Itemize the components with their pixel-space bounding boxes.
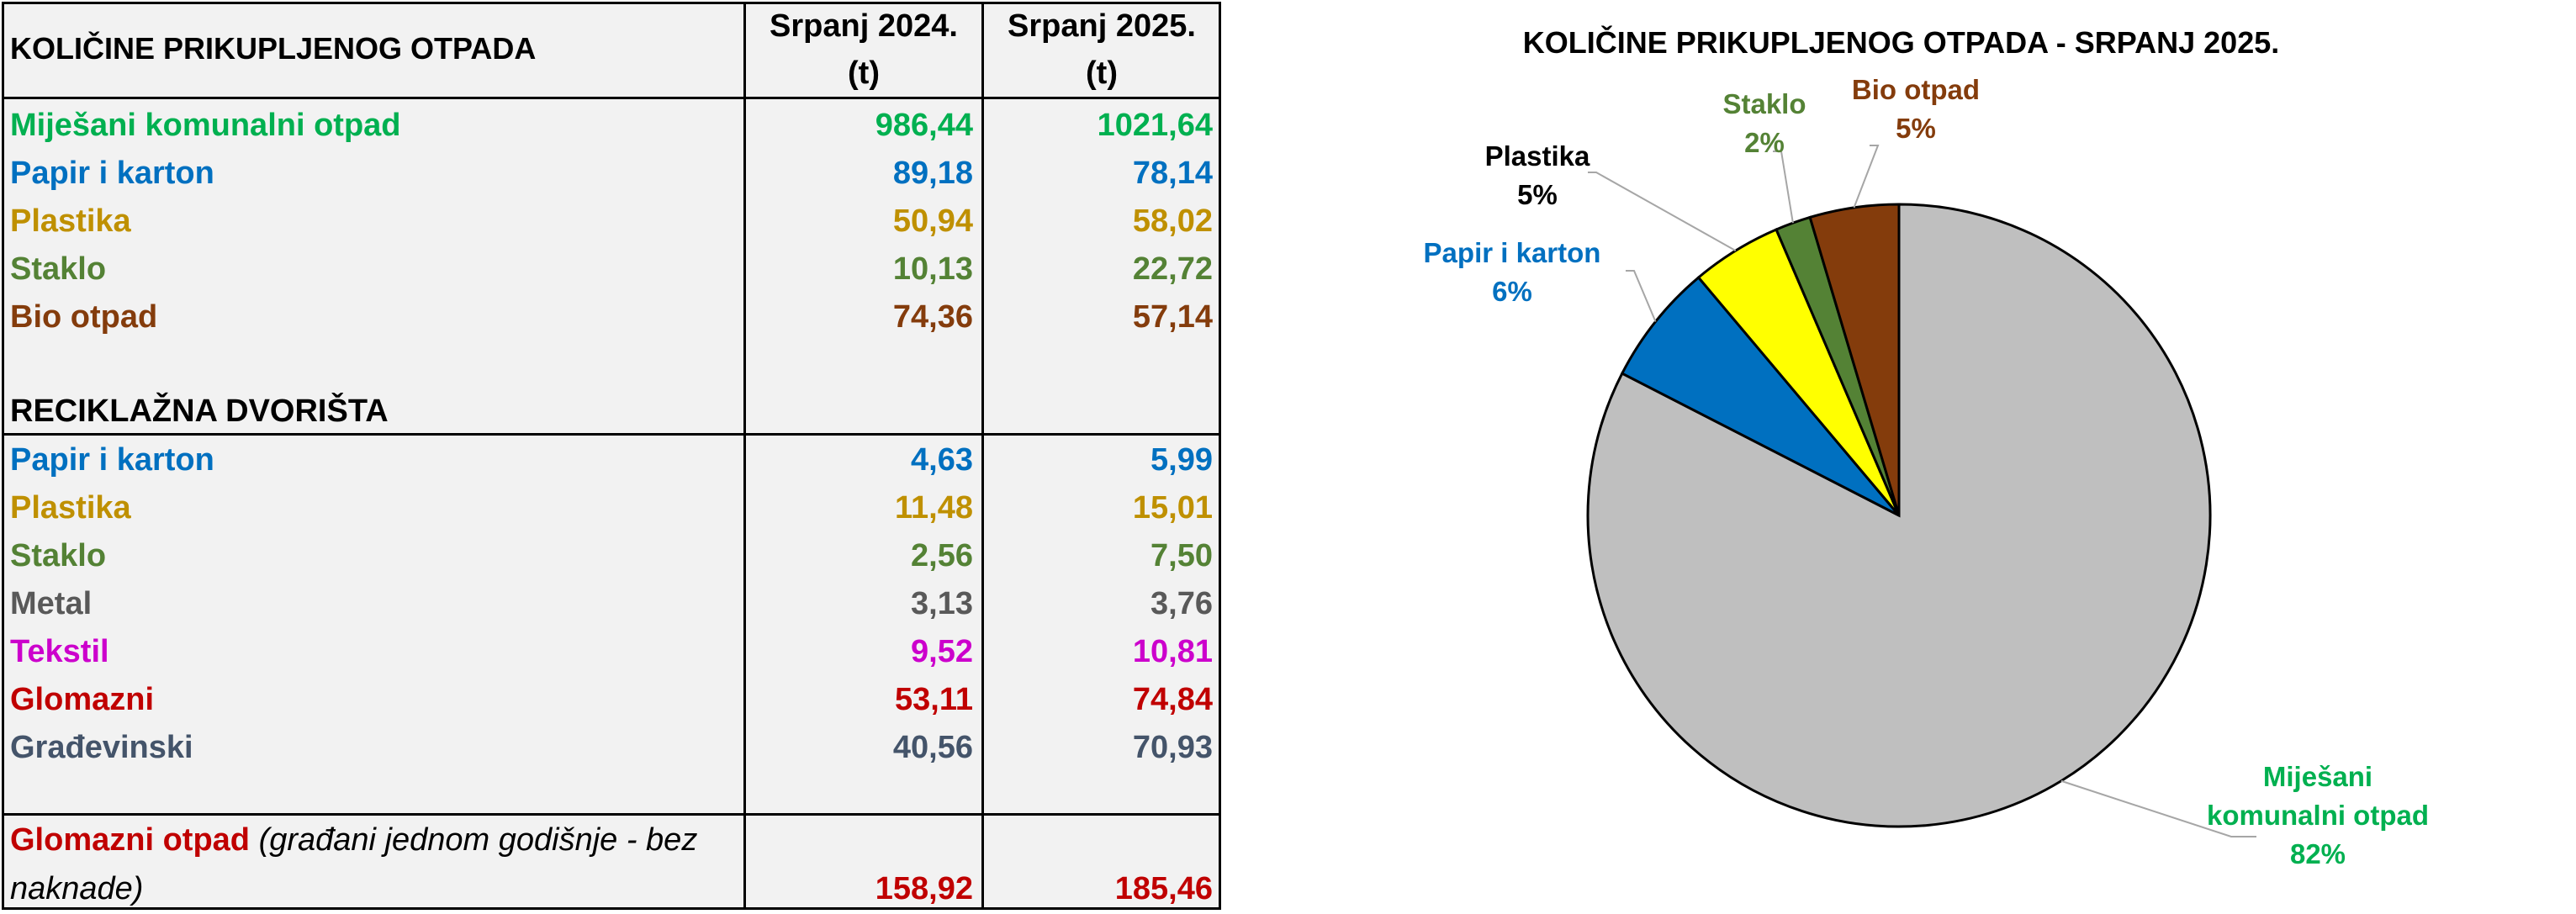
pie-data-label: Papir i karton 6% xyxy=(1424,237,1601,307)
row-value-2024: 89,18 xyxy=(892,156,973,191)
row-value-2024: 4,63 xyxy=(911,442,973,478)
row-value-2025: 57,14 xyxy=(1132,299,1213,335)
row-label: Papir i karton xyxy=(10,442,214,478)
row-value-2024: 74,36 xyxy=(892,299,973,335)
pie-slice xyxy=(1586,203,2212,828)
pie-leader-line xyxy=(1626,270,1657,322)
row-label: Staklo xyxy=(10,538,107,573)
row-label: Bio otpad xyxy=(10,299,158,335)
pie-leader-line xyxy=(1853,145,1880,209)
table-column-divider xyxy=(981,4,984,907)
row-value-2024: 53,11 xyxy=(895,682,973,717)
row-label: Papir i karton xyxy=(10,156,214,191)
column-header-2025-line1: Srpanj 2025. xyxy=(1008,8,1196,44)
column-header-2024-line2: (t) xyxy=(848,55,880,91)
table-header-divider xyxy=(4,97,1219,99)
column-header-2024-line1: Srpanj 2024. xyxy=(770,8,958,44)
bulky-waste-2024: 158,92 xyxy=(875,871,973,906)
bulky-waste-2025: 185,46 xyxy=(1114,871,1213,906)
pie-data-label: Bio otpad 5% xyxy=(1852,74,1980,144)
table-section-divider xyxy=(4,433,1219,436)
row-value-2025: 22,72 xyxy=(1132,251,1213,287)
table-column-divider xyxy=(743,4,746,907)
row-value-2025: 3,76 xyxy=(1150,586,1213,621)
row-value-2025: 58,02 xyxy=(1132,203,1213,239)
pie-data-label: Miješani komunalni otpad 82% xyxy=(2207,761,2429,869)
pie-chart: Miješani komunalni otpad 82% Papir i karton… xyxy=(1424,74,2429,869)
column-header-2025-line2: (t) xyxy=(1086,55,1118,91)
row-value-2024: 9,52 xyxy=(911,634,973,669)
row-value-2025: 15,01 xyxy=(1132,490,1213,526)
section2-title: RECIKLAŽNA DVORIŠTA xyxy=(10,394,389,429)
column-header-2025: Srpanj 2025. (t) xyxy=(984,3,1219,97)
row-label: Glomazni xyxy=(10,682,155,717)
row-label: Metal xyxy=(10,586,93,621)
bulky-waste-note-cont: naknade) xyxy=(10,871,144,906)
row-value-2024: 50,94 xyxy=(892,203,973,239)
row-label: Plastika xyxy=(10,490,131,526)
row-value-2024: 10,13 xyxy=(892,251,973,287)
row-label: Staklo xyxy=(10,251,107,287)
row-label: Miješani komunalni otpad xyxy=(10,108,401,143)
table-section-divider xyxy=(4,813,1219,816)
row-value-2024: 986,44 xyxy=(875,108,973,143)
row-label: Tekstil xyxy=(10,634,109,669)
waste-table: KOLIČINE PRIKUPLJENOG OTPADA Srpanj 2024… xyxy=(2,2,1221,910)
bulky-waste-label: Glomazni otpad (građani jednom godišnje … xyxy=(10,822,697,859)
pie-data-label: Staklo 2% xyxy=(1722,88,1806,158)
pie-data-label: Plastika 5% xyxy=(1485,140,1590,210)
row-label: Građevinski xyxy=(10,730,193,765)
row-value-2025: 5,99 xyxy=(1150,442,1213,478)
bulky-waste-note: (građani jednom godišnje - bez xyxy=(258,822,698,858)
row-value-2024: 2,56 xyxy=(911,538,973,573)
row-value-2024: 3,13 xyxy=(911,586,973,621)
row-value-2025: 1021,64 xyxy=(1097,108,1213,143)
row-value-2025: 7,50 xyxy=(1150,538,1213,573)
pie-leader-line xyxy=(2060,779,2256,837)
row-value-2025: 74,84 xyxy=(1132,682,1213,717)
row-value-2024: 11,48 xyxy=(895,490,973,526)
pie-slice xyxy=(1808,203,1901,516)
bulky-waste-name: Glomazni otpad xyxy=(10,822,250,858)
pie-chart-panel: KOLIČINE PRIKUPLJENOG OTPADA - SRPANJ 20… xyxy=(1226,0,2576,914)
row-value-2025: 70,93 xyxy=(1132,730,1213,765)
row-label: Plastika xyxy=(10,203,131,239)
table-title: KOLIČINE PRIKUPLJENOG OTPADA xyxy=(10,31,537,66)
column-header-2024: Srpanj 2024. (t) xyxy=(746,3,981,97)
pie-leader-line xyxy=(1773,151,1794,224)
row-value-2025: 78,14 xyxy=(1132,156,1213,191)
chart-title: KOLIČINE PRIKUPLJENOG OTPADA - SRPANJ 20… xyxy=(1522,25,2280,60)
row-value-2025: 10,81 xyxy=(1132,634,1213,669)
pie-leader-line xyxy=(1588,172,1737,251)
row-value-2024: 40,56 xyxy=(892,730,973,765)
